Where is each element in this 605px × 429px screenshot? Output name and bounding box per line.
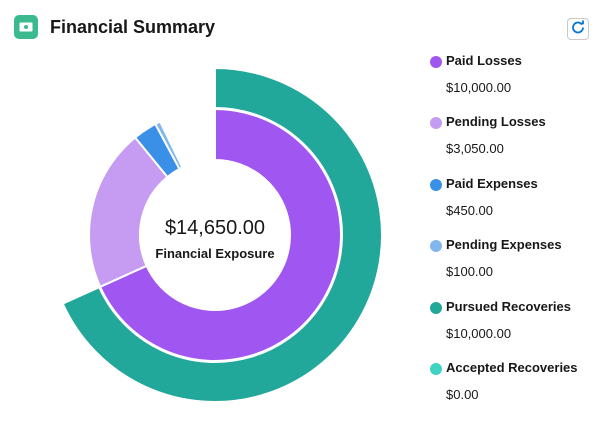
legend-dot [430, 362, 442, 375]
legend-item-paid-expenses[interactable]: Paid Expenses $450.00 [430, 175, 600, 236]
legend-value: $3,050.00 [446, 141, 504, 157]
legend-value: $450.00 [446, 202, 493, 218]
legend-label: Accepted Recoveries [446, 359, 578, 375]
legend-dot [430, 178, 442, 191]
legend-value: $0.00 [446, 386, 479, 402]
financial-exposure-label: Financial Exposure [155, 246, 275, 261]
legend-item-pending-losses[interactable]: Pending Losses $3,050.00 [430, 113, 600, 174]
refresh-button[interactable] [567, 18, 589, 40]
legend-item-pending-expenses[interactable]: Pending Expenses $100.00 [430, 236, 600, 297]
legend-value: $10,000.00 [446, 325, 512, 341]
donut-slice-paid-losses[interactable] [98, 107, 342, 362]
legend-value: $10,000.00 [446, 80, 512, 95]
financial-exposure-amount: $14,650.00 [164, 217, 266, 239]
legend-dot [430, 240, 442, 253]
card-title: Financial Summary [50, 17, 216, 37]
legend-label: Pending Expenses [446, 237, 562, 253]
chart-legend: Paid Losses $10,000.00 Pending Losses $3… [430, 52, 600, 420]
legend-label: Paid Expenses [446, 175, 538, 191]
legend-label: Pursued Recoveries [446, 298, 572, 314]
donut-slice-pending-expenses[interactable] [153, 120, 184, 171]
legend-dot [430, 56, 442, 68]
legend-dot [430, 117, 442, 130]
legend-item-paid-losses[interactable]: Paid Losses $10,000.00 [430, 52, 600, 113]
money-icon [14, 15, 38, 39]
legend-value: $100.00 [446, 264, 493, 280]
legend-label: Paid Losses [446, 53, 522, 68]
legend-dot [430, 301, 442, 314]
legend-item-pursued-recoveries[interactable]: Pursued Recoveries $10,000.00 [430, 298, 600, 359]
legend-label: Pending Losses [446, 114, 546, 130]
refresh-icon [571, 20, 585, 39]
legend-item-accepted-recoveries[interactable]: Accepted Recoveries $0.00 [430, 359, 600, 420]
